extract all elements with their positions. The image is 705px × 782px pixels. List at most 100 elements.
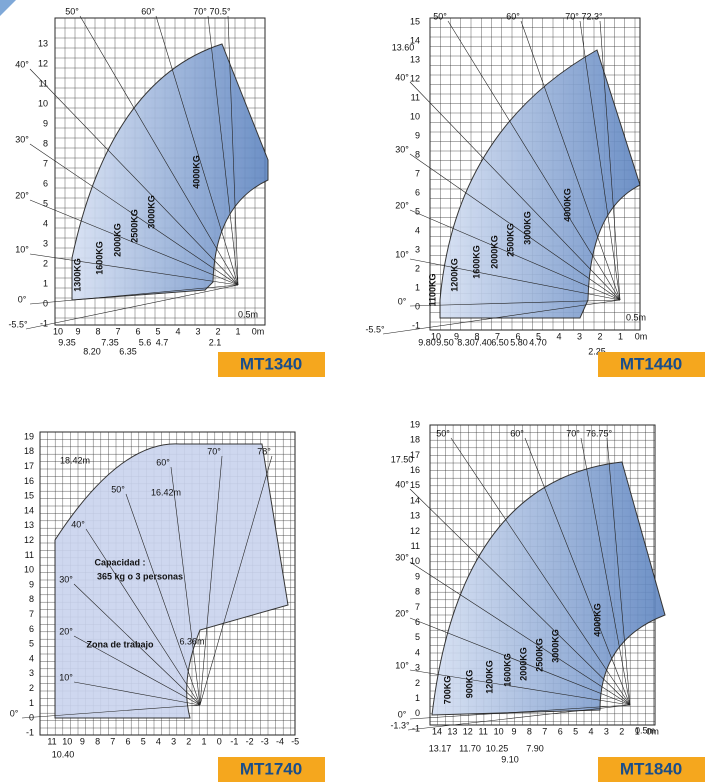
angle-label: 10° (15, 244, 29, 254)
angle-line (409, 209, 621, 301)
load-label: 1300KG (72, 258, 82, 292)
y-label: 2 (415, 678, 420, 688)
distance-label: 5.6 (139, 337, 152, 347)
angle-label: 0° (398, 296, 407, 306)
x-label: 0 (217, 736, 222, 746)
y-label: 19 (410, 419, 420, 429)
y-label: 11 (411, 541, 420, 551)
load-label: 2000KG (489, 235, 499, 269)
x-label: 1 (618, 331, 623, 341)
y-label: 8 (29, 594, 34, 604)
y-label: -1 (26, 727, 34, 737)
y-label: 6 (415, 187, 420, 197)
angle-label: 40° (395, 479, 409, 489)
x-label: 3 (171, 736, 176, 746)
x-label: 6 (515, 331, 520, 341)
y-label: 7 (43, 158, 48, 168)
angle-label: 10° (395, 660, 409, 670)
load-label: 2000KG (112, 223, 122, 257)
distance-label: 4.70 (529, 337, 547, 347)
angle-label: 20° (395, 608, 409, 618)
y-label: 2 (43, 258, 48, 268)
angle-line (409, 81, 621, 301)
load-label: 4000KG (191, 155, 201, 189)
note: 16.42m (151, 487, 181, 497)
y-label: 3 (415, 663, 420, 673)
distance-label: 9.35 (58, 337, 76, 347)
angle-label: 0° (10, 708, 19, 718)
x-label: 13 (447, 726, 457, 736)
y-label: 13 (24, 520, 34, 530)
x-label: 8 (95, 326, 100, 336)
x-label: 5 (141, 736, 146, 746)
distance-label: 13.17 (429, 743, 452, 753)
angle-line (227, 15, 239, 286)
x-label: -5 (291, 736, 299, 746)
x-label: 5 (536, 331, 541, 341)
working-envelope (71, 43, 269, 301)
x-label: 2 (186, 736, 191, 746)
x-label: 7 (110, 736, 115, 746)
note: 0.5m (626, 312, 646, 322)
angle-line (409, 258, 621, 301)
x-label: 4 (156, 736, 161, 746)
x-label: 7 (495, 331, 500, 341)
x-label: -4 (276, 736, 284, 746)
angle-line (29, 68, 239, 286)
angle-label: 50° (436, 428, 450, 438)
x-label: 4 (588, 726, 593, 736)
y-label: 18 (410, 435, 420, 445)
angle-label: 20° (59, 626, 73, 636)
y-label: 17 (24, 461, 34, 471)
y-label: 1 (29, 698, 34, 708)
angle-label: 10° (395, 249, 409, 259)
angle-label: 70° (193, 6, 207, 16)
distance-label: 10.25 (486, 743, 509, 753)
y-label: 3 (29, 668, 34, 678)
angle-label: 40° (395, 72, 409, 82)
angle-line (524, 437, 631, 706)
note: 0.5m (238, 309, 258, 319)
angle-label: 30° (395, 552, 409, 562)
x-label: 6 (125, 736, 130, 746)
y-label: 5 (415, 206, 420, 216)
angle-line (73, 635, 201, 706)
angle-line (447, 20, 621, 301)
distance-label: 9.50 (436, 337, 454, 347)
y-label: 15 (410, 16, 420, 26)
load-label: 4000KG (562, 188, 572, 222)
y-label: 12 (410, 73, 420, 83)
angle-line (73, 681, 201, 706)
y-label: 0 (415, 708, 420, 718)
note: Capacidad : (94, 557, 145, 567)
y-label: 16 (410, 465, 420, 475)
load-label: 3000KG (146, 195, 156, 229)
angle-line (409, 561, 631, 706)
y-label: 5 (43, 198, 48, 208)
angle-line (382, 299, 621, 335)
angle-line (207, 15, 239, 286)
y-label: 7 (415, 168, 420, 178)
x-label: 10 (431, 331, 441, 341)
x-label: 7 (542, 726, 547, 736)
x-label: 0m (252, 326, 265, 336)
x-label: 4 (556, 331, 561, 341)
distance-label: 6.35 (119, 346, 137, 356)
x-label: 1 (235, 326, 240, 336)
x-label: 9 (80, 736, 85, 746)
angle-line (450, 437, 631, 706)
model-box (218, 352, 325, 377)
x-label: 0m (635, 331, 648, 341)
x-label: 8 (95, 736, 100, 746)
note: 6.36m (179, 636, 204, 646)
y-label: -1 (412, 320, 420, 330)
angle-line (599, 20, 621, 301)
x-label: 5 (573, 726, 578, 736)
x-label: 9 (511, 726, 516, 736)
x-label: 2 (597, 331, 602, 341)
load-label: 2500KG (129, 209, 139, 243)
angle-line (520, 20, 621, 301)
load-label: 1600KG (94, 241, 104, 275)
angle-line (199, 455, 273, 706)
